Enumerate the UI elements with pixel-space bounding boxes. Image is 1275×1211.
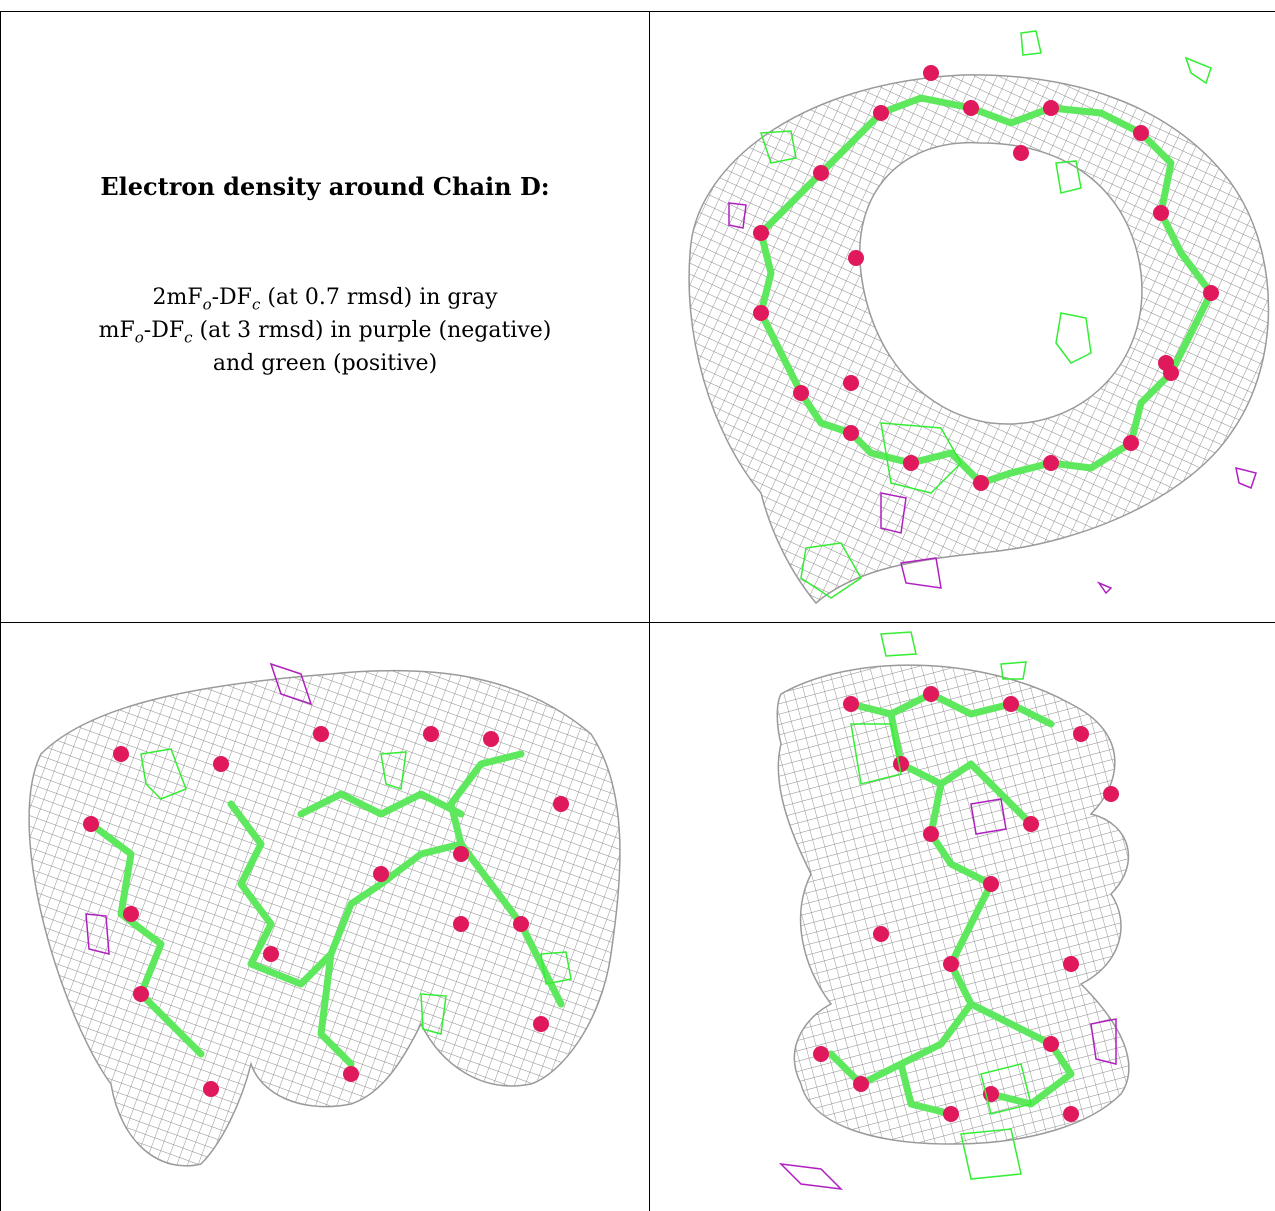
caption-title: Electron density around Chain D:: [100, 172, 550, 201]
caption-text: mF: [98, 318, 135, 343]
caption-text: -DF: [211, 285, 252, 310]
density-panel-side-view-b: [776, 631, 1130, 1191]
oxygen-atoms: [753, 65, 1219, 491]
caption-subscript: c: [184, 328, 193, 347]
difference-negative: [728, 202, 1257, 595]
density-panel-side-view-a: [28, 662, 621, 1167]
caption-text: -DF: [143, 318, 185, 343]
difference-positive: [850, 631, 1032, 1180]
oxygen-atoms: [83, 726, 569, 1097]
density-mesh-2fofc: [28, 669, 621, 1167]
caption-text: 2mF: [152, 285, 203, 310]
caption-subscript: c: [251, 295, 261, 314]
difference-positive: [140, 748, 572, 1035]
caption-text: (at 3 rmsd) in purple (negative): [192, 318, 552, 343]
difference-negative: [778, 798, 1117, 1191]
caption-line-fofc: mFo-DFc (at 3 rmsd) in purple (negative): [0, 318, 650, 346]
difference-positive: [759, 30, 1212, 599]
caption-text: (at 0.7 rmsd) in gray: [260, 285, 498, 310]
density-panel-top-view: [688, 30, 1270, 605]
caption-subscript: o: [134, 328, 144, 347]
density-mesh-2fofc: [688, 74, 1270, 605]
difference-negative: [85, 662, 313, 955]
caption-line-positive: and green (positive): [212, 351, 438, 376]
oxygen-atoms: [813, 686, 1119, 1122]
caption-subscript: o: [202, 295, 212, 314]
density-mesh-2fofc: [776, 664, 1130, 1145]
caption-line-2fofc: 2mFo-DFc (at 0.7 rmsd) in gray: [0, 285, 650, 313]
figure-caption-cell: Electron density around Chain D: 2mFo-DF…: [0, 0, 650, 622]
carbon-backbone: [87, 750, 565, 1068]
